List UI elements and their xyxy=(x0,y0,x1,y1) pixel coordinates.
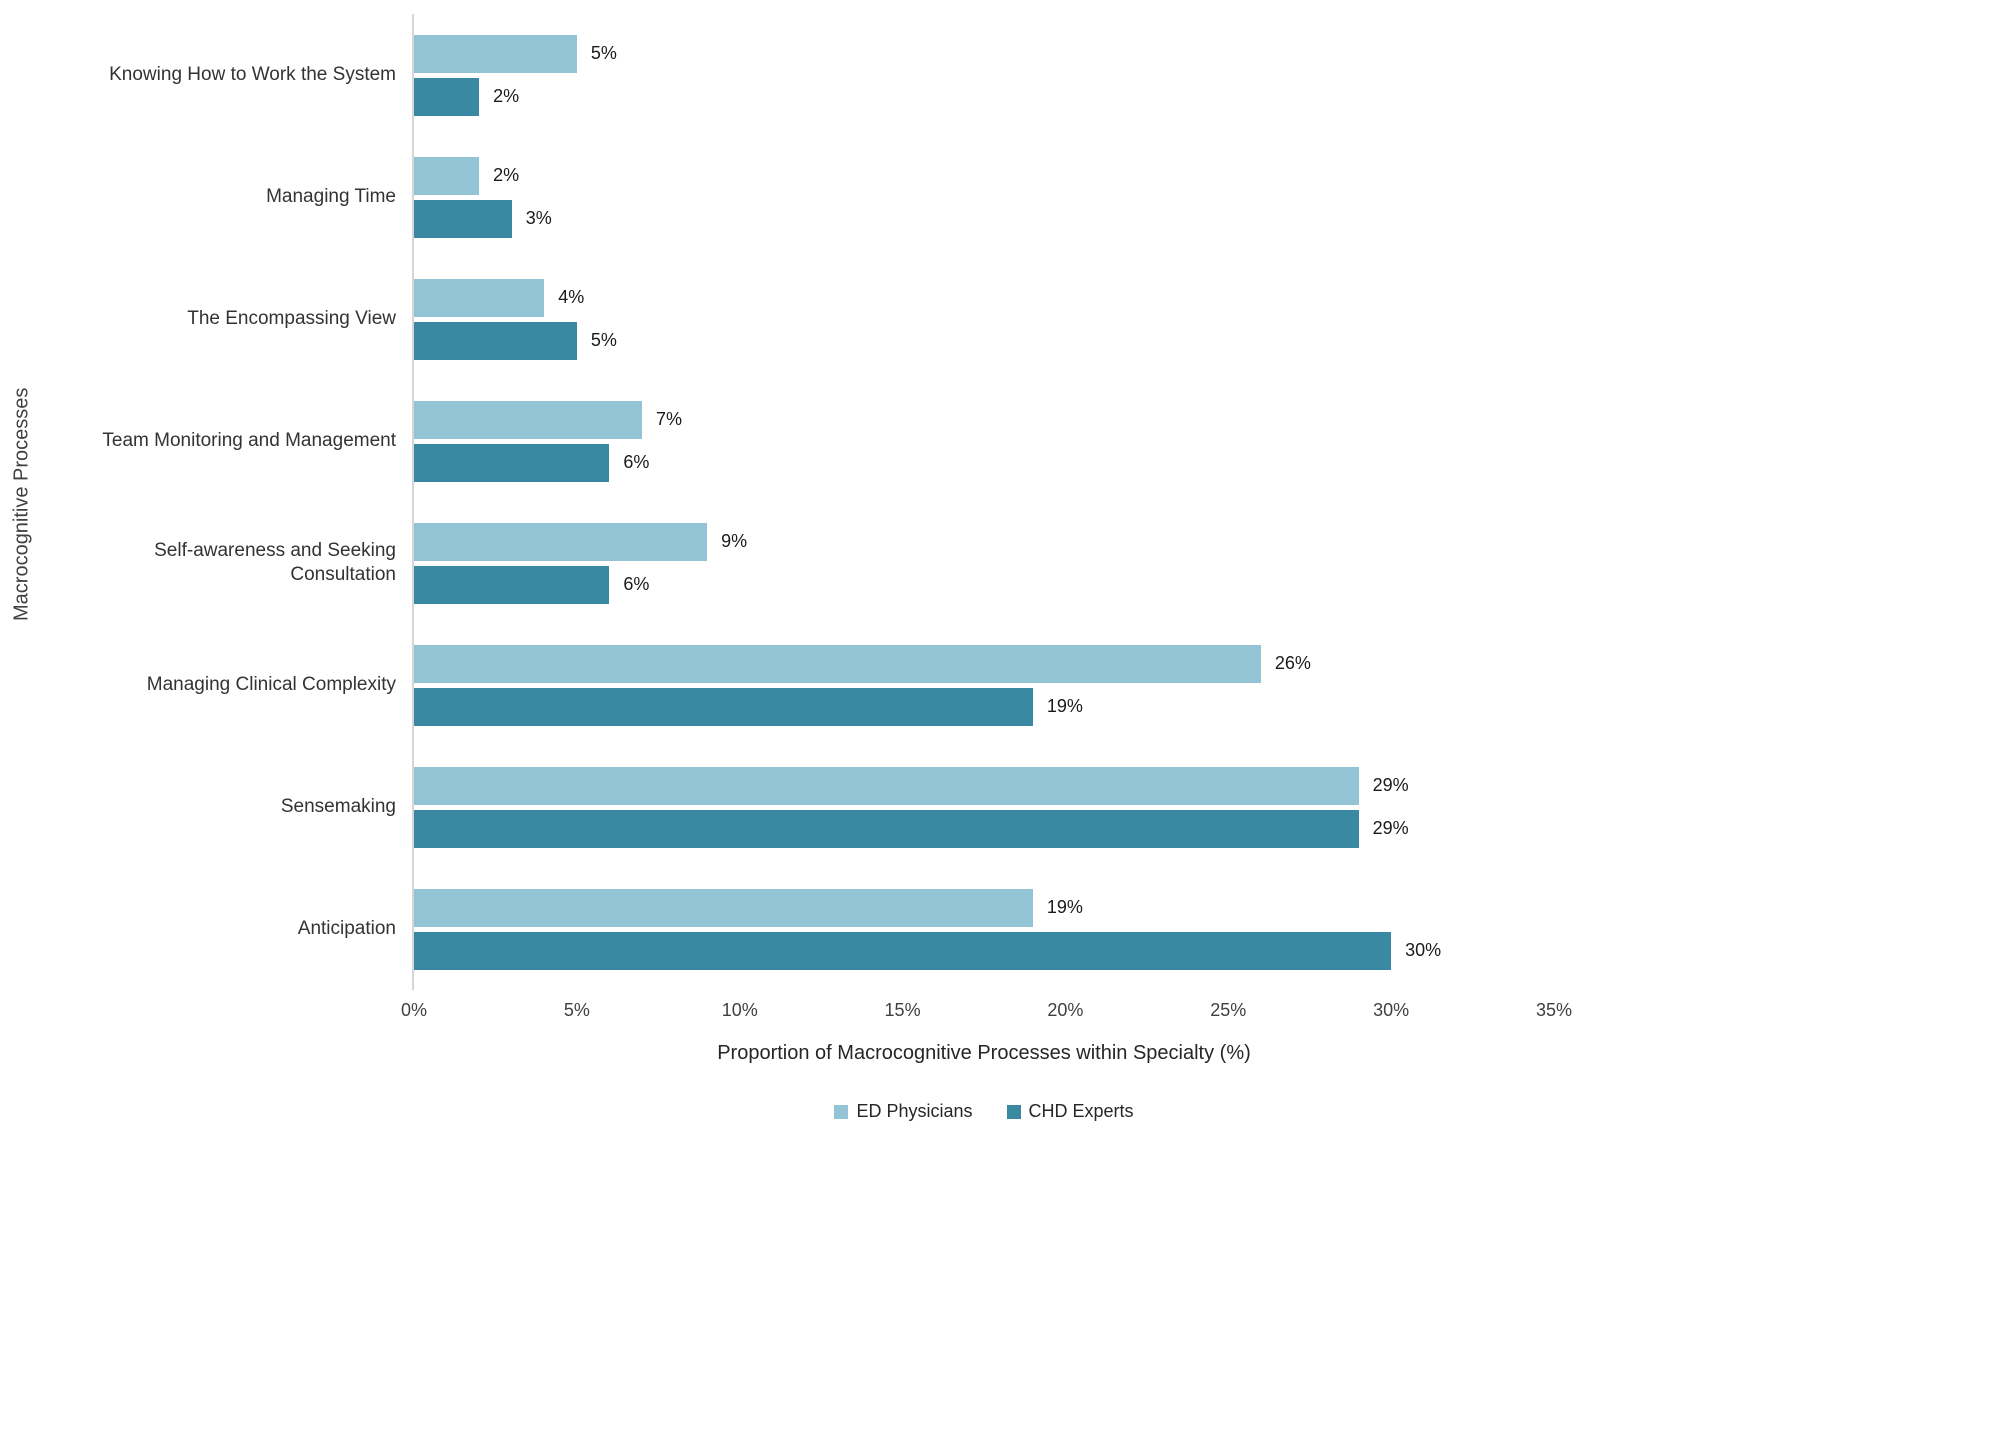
category-label: Team Monitoring and Management xyxy=(102,430,396,452)
value-label: 2% xyxy=(493,86,520,106)
value-label: 7% xyxy=(656,409,683,429)
bar-group: Managing Clinical Complexity 26% 19% xyxy=(44,624,2008,746)
bar-row: 19% xyxy=(414,687,1554,726)
bar-pair: 7% 6% xyxy=(412,380,1554,502)
value-label: 2% xyxy=(493,165,520,185)
x-axis-ticks: 0% 5% 10% 15% 20% 25% 30% 35% xyxy=(401,1000,1572,1026)
bar xyxy=(414,931,1392,970)
value-label: 5% xyxy=(590,43,617,63)
legend: ED Physicians CHD Experts xyxy=(414,1101,1554,1122)
bar-row: 29% xyxy=(414,809,1554,848)
bar xyxy=(414,321,577,360)
bar-group: Sensemaking 29% 29% xyxy=(44,746,2008,868)
value-label: 6% xyxy=(623,574,650,594)
value-label: 26% xyxy=(1274,653,1311,673)
bar-row: 2% xyxy=(414,77,1554,116)
bar-pair: 26% 19% xyxy=(412,624,1554,746)
bar xyxy=(414,278,545,317)
value-label: 19% xyxy=(1046,897,1083,917)
bar-pair: 5% 2% xyxy=(412,14,1554,136)
bar-chart: Macrocognitive Processes Knowing How to … xyxy=(10,14,2008,1122)
value-label: 3% xyxy=(525,208,552,228)
tick-label: 10% xyxy=(721,1000,758,1020)
bar-row: 2% xyxy=(414,156,1554,195)
bar-row: 6% xyxy=(414,565,1554,604)
bar-pair: 9% 6% xyxy=(412,502,1554,624)
bar-pair: 19% 30% xyxy=(412,868,1554,990)
tick-label: 0% xyxy=(400,1000,428,1020)
bar-row: 30% xyxy=(414,931,1554,970)
bar-pair: 4% 5% xyxy=(412,258,1554,380)
bar-group: Team Monitoring and Management 7% 6% xyxy=(44,380,2008,502)
value-label: 19% xyxy=(1046,696,1083,716)
value-label: 4% xyxy=(558,287,585,307)
tick-label: 25% xyxy=(1210,1000,1247,1020)
legend-item: CHD Experts xyxy=(1006,1101,1134,1122)
bar-row: 19% xyxy=(414,888,1554,927)
tick-label: 30% xyxy=(1373,1000,1410,1020)
value-label: 6% xyxy=(623,452,650,472)
legend-label: CHD Experts xyxy=(1028,1101,1134,1121)
category-label: The Encompassing View xyxy=(187,308,396,330)
bar-row: 29% xyxy=(414,766,1554,805)
bar-group: Anticipation 19% 30% xyxy=(44,868,2008,990)
category-label: Self-awareness and Seeking Consultation xyxy=(154,540,396,585)
plot-area: Knowing How to Work the System 5% 2% Managi… xyxy=(44,14,2008,990)
bar xyxy=(414,443,610,482)
category-label: Sensemaking xyxy=(280,796,396,818)
bar xyxy=(414,199,512,238)
value-label: 5% xyxy=(590,330,617,350)
bar xyxy=(414,77,480,116)
legend-swatch xyxy=(834,1104,849,1119)
legend-swatch xyxy=(1006,1104,1021,1119)
bar xyxy=(414,766,1359,805)
tick-label: 5% xyxy=(563,1000,590,1020)
x-axis-title: Proportion of Macrocognitive Processes w… xyxy=(717,1042,1251,1064)
bar-pair: 29% 29% xyxy=(412,746,1554,868)
bar xyxy=(414,809,1359,848)
value-label: 29% xyxy=(1372,775,1409,795)
bar-row: 5% xyxy=(414,34,1554,73)
bar xyxy=(414,687,1033,726)
bar-row: 26% xyxy=(414,644,1554,683)
bar xyxy=(414,522,708,561)
bar-row: 3% xyxy=(414,199,1554,238)
category-label: Managing Clinical Complexity xyxy=(146,674,396,696)
bar xyxy=(414,156,480,195)
bar-row: 7% xyxy=(414,400,1554,439)
bar-row: 4% xyxy=(414,278,1554,317)
bar-pair: 2% 3% xyxy=(412,136,1554,258)
bar-row: 6% xyxy=(414,443,1554,482)
category-label: Knowing How to Work the System xyxy=(109,64,396,86)
bar-group: Managing Time 2% 3% xyxy=(44,136,2008,258)
category-label: Managing Time xyxy=(266,186,396,208)
category-label: Anticipation xyxy=(297,918,396,940)
value-label: 9% xyxy=(721,531,748,551)
value-label: 29% xyxy=(1372,818,1409,838)
y-axis-title: Macrocognitive Processes xyxy=(10,387,33,621)
bar-row: 5% xyxy=(414,321,1554,360)
bar-row: 9% xyxy=(414,522,1554,561)
bar xyxy=(414,565,610,604)
bar-group: Knowing How to Work the System 5% 2% xyxy=(44,14,2008,136)
legend-item: ED Physicians xyxy=(834,1101,973,1122)
tick-label: 20% xyxy=(1047,1000,1084,1020)
value-label: 30% xyxy=(1405,940,1442,960)
bar xyxy=(414,34,577,73)
bar xyxy=(414,400,642,439)
chart-main: Knowing How to Work the System 5% 2% Managi… xyxy=(44,14,2008,1122)
bar-group: The Encompassing View 4% 5% xyxy=(44,258,2008,380)
tick-label: 15% xyxy=(884,1000,921,1020)
bar-group: Self-awareness and Seeking Consultation 9… xyxy=(44,502,2008,624)
tick-label: 35% xyxy=(1535,1000,1573,1020)
legend-label: ED Physicians xyxy=(856,1101,973,1121)
bar xyxy=(414,644,1261,683)
bar xyxy=(414,888,1033,927)
